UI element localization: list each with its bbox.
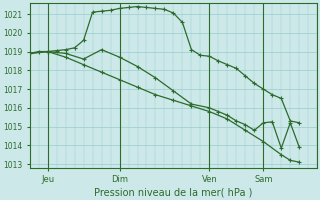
X-axis label: Pression niveau de la mer( hPa ): Pression niveau de la mer( hPa )	[94, 187, 252, 197]
